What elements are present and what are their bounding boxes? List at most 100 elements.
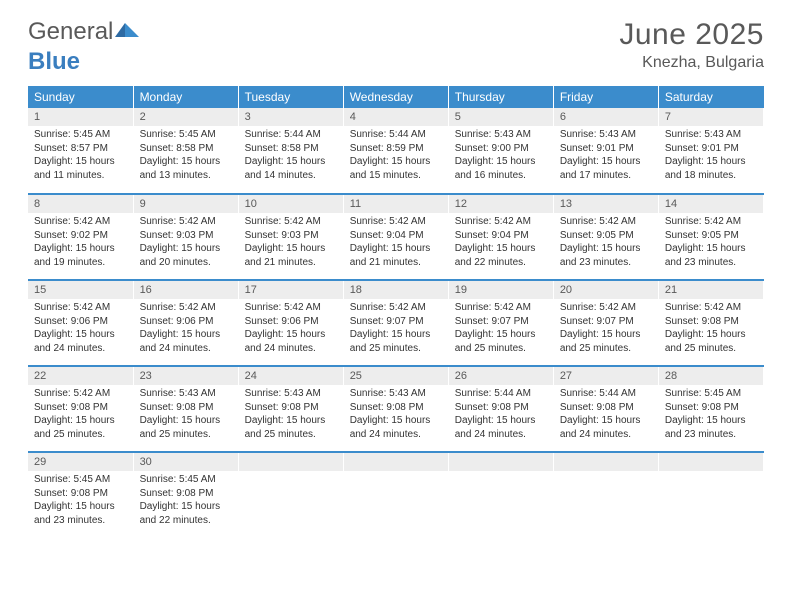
day-data: Sunrise: 5:44 AMSunset: 9:08 PMDaylight:… — [554, 385, 658, 445]
day-number: 23 — [134, 367, 238, 385]
day-number: 20 — [554, 281, 658, 299]
day-data: Sunrise: 5:44 AMSunset: 9:08 PMDaylight:… — [449, 385, 553, 445]
sunset-line: Sunset: 9:06 PM — [245, 315, 337, 329]
day-number: 14 — [659, 195, 763, 213]
weekday-header-row: Sunday Monday Tuesday Wednesday Thursday… — [28, 86, 764, 108]
day-data: Sunrise: 5:43 AMSunset: 9:01 PMDaylight:… — [659, 126, 763, 186]
weekday-header: Wednesday — [343, 86, 448, 108]
sunrise-line: Sunrise: 5:45 AM — [140, 473, 232, 487]
sunset-line: Sunset: 9:07 PM — [560, 315, 652, 329]
calendar-cell — [553, 452, 658, 538]
daylight-line: Daylight: 15 hours and 21 minutes. — [245, 242, 337, 269]
calendar-cell: 20Sunrise: 5:42 AMSunset: 9:07 PMDayligh… — [553, 280, 658, 366]
sunset-line: Sunset: 9:08 PM — [140, 487, 232, 501]
title-block: June 2025 Knezha, Bulgaria — [619, 18, 764, 72]
daylight-line: Daylight: 15 hours and 25 minutes. — [350, 328, 442, 355]
sunset-line: Sunset: 8:58 PM — [140, 142, 232, 156]
day-number: 18 — [344, 281, 448, 299]
day-number: 21 — [659, 281, 763, 299]
day-number: 9 — [134, 195, 238, 213]
sunrise-line: Sunrise: 5:45 AM — [665, 387, 757, 401]
day-number: 15 — [28, 281, 133, 299]
daylight-line: Daylight: 15 hours and 18 minutes. — [665, 155, 757, 182]
sunset-line: Sunset: 9:08 PM — [140, 401, 232, 415]
sunset-line: Sunset: 9:02 PM — [34, 229, 127, 243]
daylight-line: Daylight: 15 hours and 17 minutes. — [560, 155, 652, 182]
daylight-line: Daylight: 15 hours and 25 minutes. — [665, 328, 757, 355]
calendar-cell: 15Sunrise: 5:42 AMSunset: 9:06 PMDayligh… — [28, 280, 133, 366]
sunset-line: Sunset: 9:01 PM — [560, 142, 652, 156]
sunrise-line: Sunrise: 5:42 AM — [560, 215, 652, 229]
sunset-line: Sunset: 9:06 PM — [140, 315, 232, 329]
sunset-line: Sunset: 8:57 PM — [34, 142, 127, 156]
sunrise-line: Sunrise: 5:43 AM — [245, 387, 337, 401]
calendar-cell: 16Sunrise: 5:42 AMSunset: 9:06 PMDayligh… — [133, 280, 238, 366]
calendar-cell: 12Sunrise: 5:42 AMSunset: 9:04 PMDayligh… — [448, 194, 553, 280]
weekday-header: Saturday — [658, 86, 763, 108]
calendar-cell: 25Sunrise: 5:43 AMSunset: 9:08 PMDayligh… — [343, 366, 448, 452]
calendar-cell: 26Sunrise: 5:44 AMSunset: 9:08 PMDayligh… — [448, 366, 553, 452]
day-number: 28 — [659, 367, 763, 385]
calendar-cell: 17Sunrise: 5:42 AMSunset: 9:06 PMDayligh… — [238, 280, 343, 366]
sunrise-line: Sunrise: 5:44 AM — [560, 387, 652, 401]
sunrise-line: Sunrise: 5:43 AM — [455, 128, 547, 142]
sunset-line: Sunset: 9:03 PM — [140, 229, 232, 243]
day-data: Sunrise: 5:42 AMSunset: 9:06 PMDaylight:… — [134, 299, 238, 359]
sunset-line: Sunset: 9:04 PM — [350, 229, 442, 243]
sunrise-line: Sunrise: 5:42 AM — [350, 215, 442, 229]
day-data: Sunrise: 5:44 AMSunset: 8:58 PMDaylight:… — [239, 126, 343, 186]
sunrise-line: Sunrise: 5:43 AM — [350, 387, 442, 401]
weekday-header: Monday — [133, 86, 238, 108]
sunrise-line: Sunrise: 5:42 AM — [245, 301, 337, 315]
brand-part1: General — [28, 18, 113, 46]
calendar-cell: 7Sunrise: 5:43 AMSunset: 9:01 PMDaylight… — [658, 108, 763, 194]
day-data: Sunrise: 5:42 AMSunset: 9:05 PMDaylight:… — [554, 213, 658, 273]
brand-logo: General — [28, 18, 139, 46]
page-title: June 2025 — [619, 18, 764, 52]
calendar-week-row: 1Sunrise: 5:45 AMSunset: 8:57 PMDaylight… — [28, 108, 764, 194]
day-data: Sunrise: 5:43 AMSunset: 9:08 PMDaylight:… — [239, 385, 343, 445]
daylight-line: Daylight: 15 hours and 25 minutes. — [245, 414, 337, 441]
day-data: Sunrise: 5:45 AMSunset: 8:57 PMDaylight:… — [28, 126, 133, 186]
day-number-empty — [344, 453, 448, 471]
daylight-line: Daylight: 15 hours and 25 minutes. — [140, 414, 232, 441]
sunset-line: Sunset: 9:08 PM — [560, 401, 652, 415]
sunset-line: Sunset: 8:58 PM — [245, 142, 337, 156]
day-number: 29 — [28, 453, 133, 471]
calendar-cell: 5Sunrise: 5:43 AMSunset: 9:00 PMDaylight… — [448, 108, 553, 194]
day-number: 26 — [449, 367, 553, 385]
calendar-cell: 14Sunrise: 5:42 AMSunset: 9:05 PMDayligh… — [658, 194, 763, 280]
calendar-cell: 27Sunrise: 5:44 AMSunset: 9:08 PMDayligh… — [553, 366, 658, 452]
day-data: Sunrise: 5:42 AMSunset: 9:07 PMDaylight:… — [554, 299, 658, 359]
daylight-line: Daylight: 15 hours and 25 minutes. — [455, 328, 547, 355]
day-number: 13 — [554, 195, 658, 213]
day-data: Sunrise: 5:42 AMSunset: 9:08 PMDaylight:… — [28, 385, 133, 445]
calendar-cell: 13Sunrise: 5:42 AMSunset: 9:05 PMDayligh… — [553, 194, 658, 280]
daylight-line: Daylight: 15 hours and 23 minutes. — [34, 500, 127, 527]
daylight-line: Daylight: 15 hours and 22 minutes. — [455, 242, 547, 269]
day-number: 19 — [449, 281, 553, 299]
brand-part2: Blue — [28, 48, 80, 75]
calendar-cell: 19Sunrise: 5:42 AMSunset: 9:07 PMDayligh… — [448, 280, 553, 366]
sunset-line: Sunset: 9:05 PM — [560, 229, 652, 243]
sunset-line: Sunset: 9:08 PM — [350, 401, 442, 415]
day-data: Sunrise: 5:45 AMSunset: 9:08 PMDaylight:… — [659, 385, 763, 445]
calendar-cell: 6Sunrise: 5:43 AMSunset: 9:01 PMDaylight… — [553, 108, 658, 194]
sunrise-line: Sunrise: 5:42 AM — [455, 301, 547, 315]
day-number: 5 — [449, 108, 553, 126]
sunrise-line: Sunrise: 5:43 AM — [560, 128, 652, 142]
day-data: Sunrise: 5:43 AMSunset: 9:08 PMDaylight:… — [134, 385, 238, 445]
day-data: Sunrise: 5:45 AMSunset: 8:58 PMDaylight:… — [134, 126, 238, 186]
day-number: 8 — [28, 195, 133, 213]
day-data: Sunrise: 5:42 AMSunset: 9:07 PMDaylight:… — [344, 299, 448, 359]
calendar-cell: 28Sunrise: 5:45 AMSunset: 9:08 PMDayligh… — [658, 366, 763, 452]
sunrise-line: Sunrise: 5:43 AM — [140, 387, 232, 401]
calendar-cell: 30Sunrise: 5:45 AMSunset: 9:08 PMDayligh… — [133, 452, 238, 538]
daylight-line: Daylight: 15 hours and 19 minutes. — [34, 242, 127, 269]
sunrise-line: Sunrise: 5:42 AM — [455, 215, 547, 229]
daylight-line: Daylight: 15 hours and 24 minutes. — [34, 328, 127, 355]
sunset-line: Sunset: 9:08 PM — [665, 315, 757, 329]
sunrise-line: Sunrise: 5:42 AM — [560, 301, 652, 315]
calendar-cell: 1Sunrise: 5:45 AMSunset: 8:57 PMDaylight… — [28, 108, 133, 194]
daylight-line: Daylight: 15 hours and 20 minutes. — [140, 242, 232, 269]
